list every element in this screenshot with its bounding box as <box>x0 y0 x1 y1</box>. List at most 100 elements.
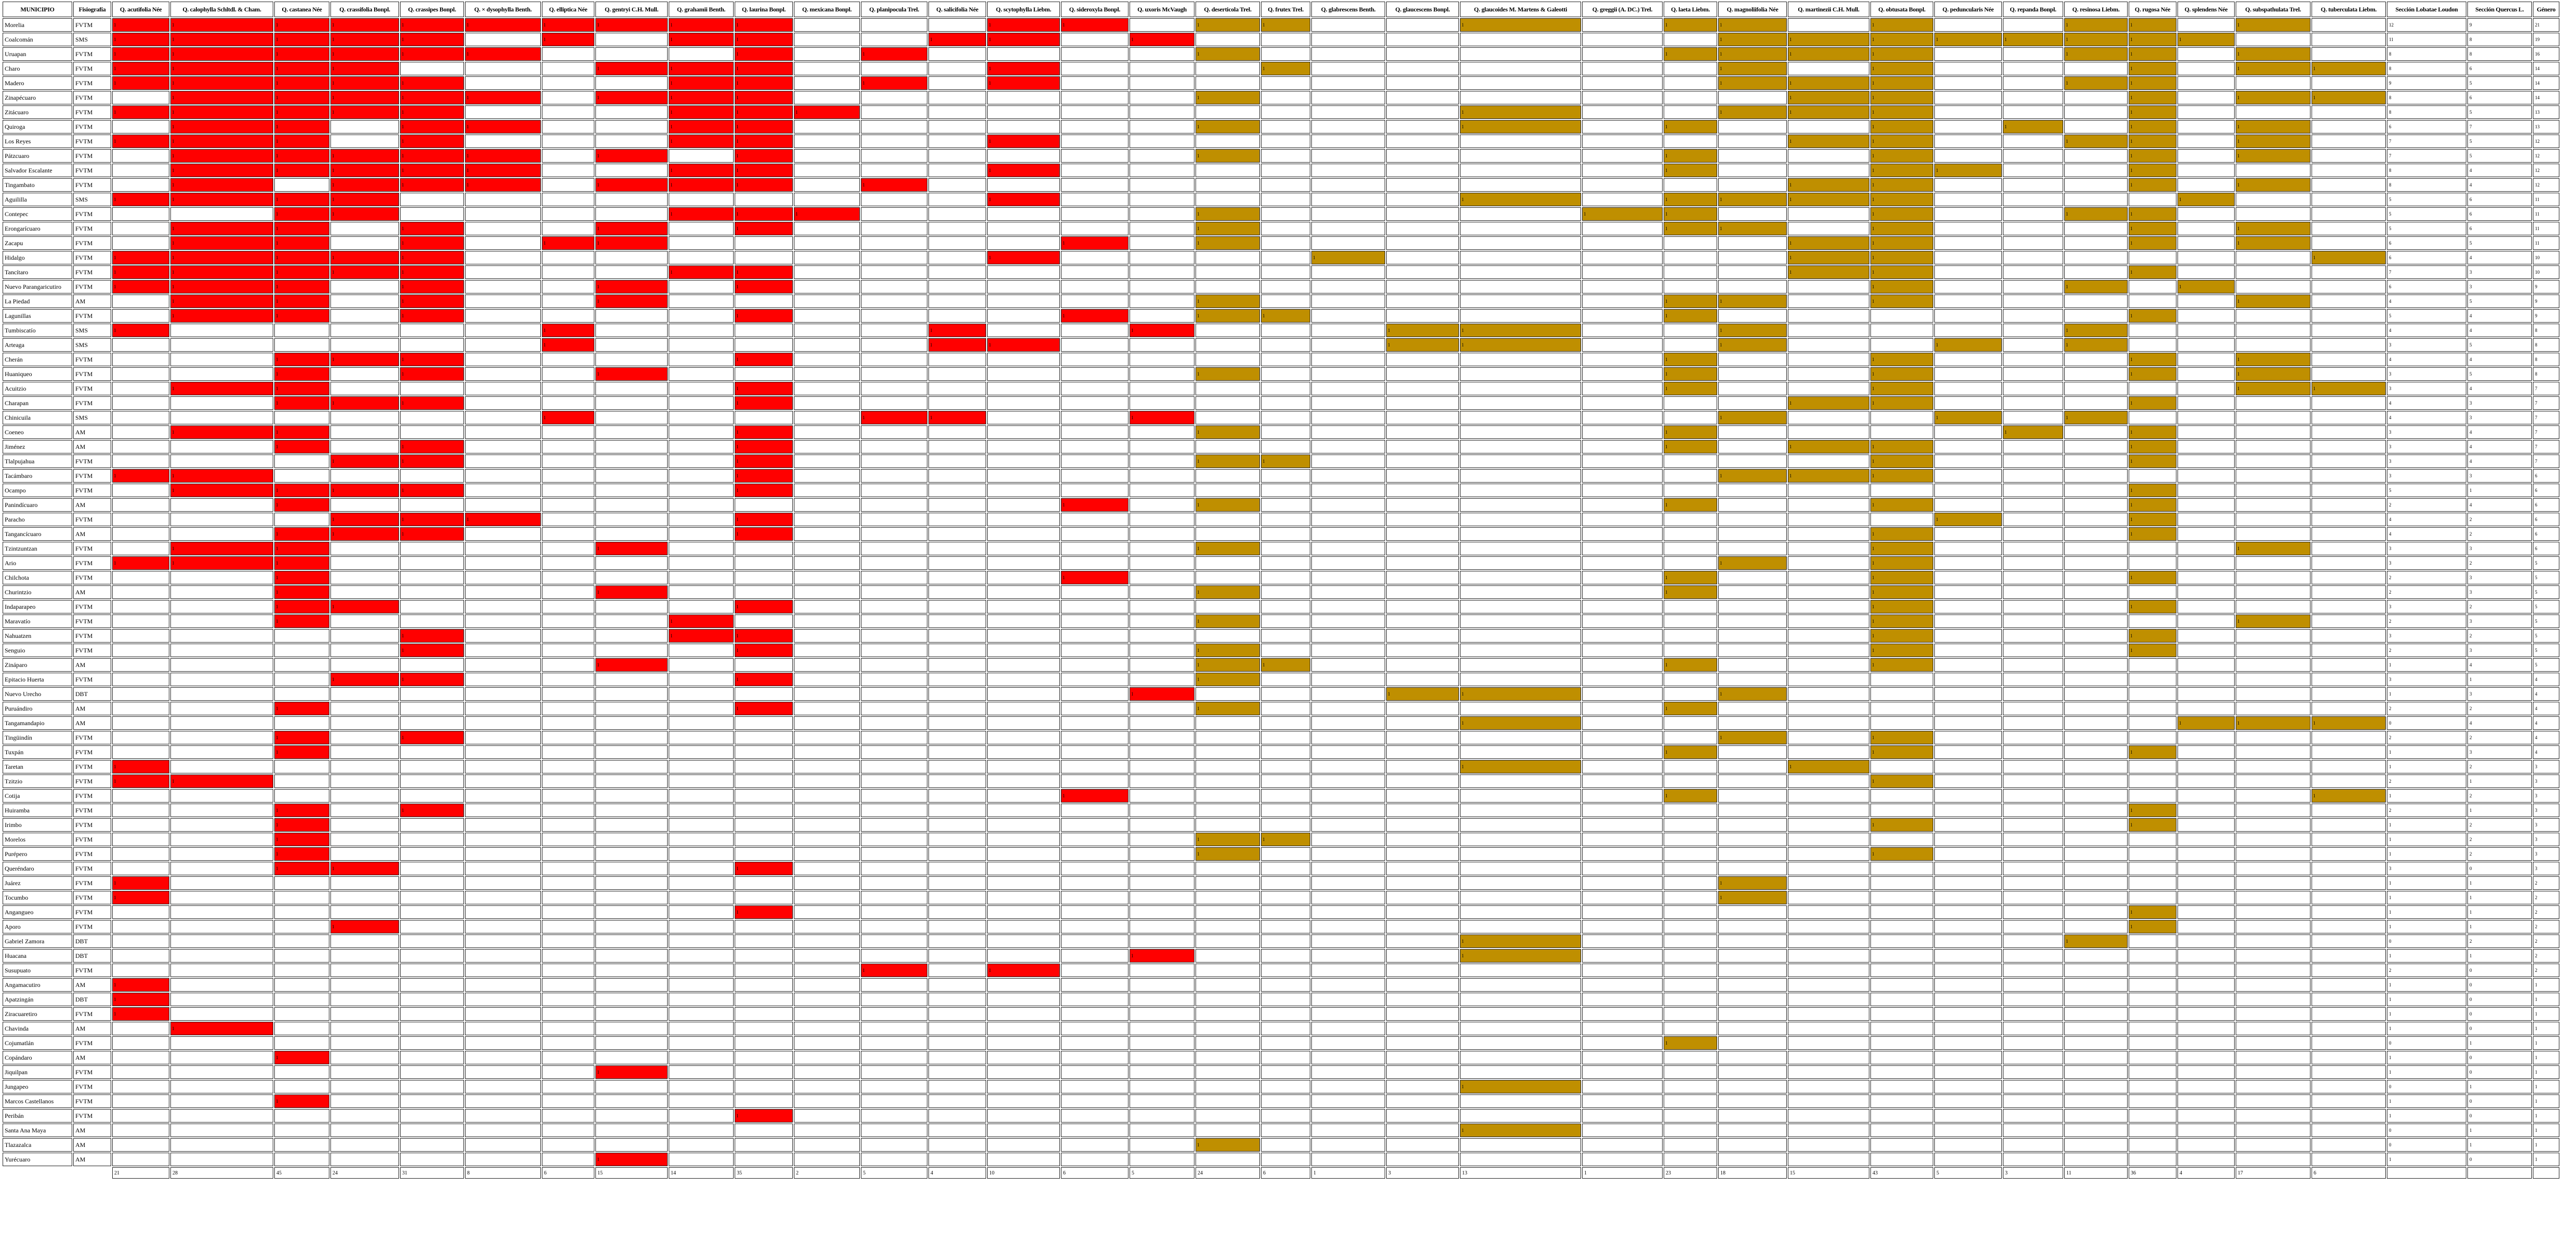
empty-cell <box>1196 760 1260 773</box>
empty-cell <box>794 600 860 613</box>
empty-cell <box>1130 527 1194 541</box>
presence-cell-quercus: 1 <box>2129 76 2176 90</box>
column-header-species-lobatae[interactable]: Q. calophylla Schltdl. & Cham. <box>170 2 273 17</box>
empty-cell <box>465 135 541 148</box>
column-header-species-lobatae[interactable]: Q. acutifolia Née <box>112 2 169 17</box>
quercus-count: 0 <box>2467 964 2532 977</box>
empty-cell <box>1196 818 1260 832</box>
empty-cell <box>112 222 169 235</box>
presence-cell-lobatae: 1 <box>400 455 464 468</box>
column-header-species-lobatae[interactable]: Q. salicifolia Née <box>928 2 986 17</box>
empty-cell <box>465 905 541 919</box>
empty-cell <box>170 527 273 541</box>
quercus-count: 0 <box>2467 1109 2532 1123</box>
column-header-species-quercus[interactable]: Q. resinosa Liebm. <box>2064 2 2128 17</box>
empty-cell <box>1261 295 1310 308</box>
column-header-species-quercus[interactable]: Q. tuberculata Liebm. <box>2312 2 2386 17</box>
presence-cell-lobatae: 1 <box>928 324 986 337</box>
column-header-summary[interactable]: Género <box>2533 2 2559 17</box>
column-header-species-lobatae[interactable]: Q. mexicana Bonpl. <box>794 2 860 17</box>
presence-cell-quercus: 1 <box>1788 193 1869 206</box>
column-header-species-quercus[interactable]: Q. greggii (A. DC.) Trel. <box>1582 2 1663 17</box>
column-header-summary[interactable]: Sección Lobatae Loudon <box>2387 2 2466 17</box>
column-header-species-quercus[interactable]: Q. splendens Née <box>2177 2 2235 17</box>
lobatae-count: 1 <box>2387 833 2466 846</box>
presence-cell-quercus: 1 <box>1311 251 1385 264</box>
column-header-species-lobatae[interactable]: Q. elliptica Née <box>542 2 594 17</box>
empty-cell <box>2003 993 2063 1006</box>
column-header-species-lobatae[interactable]: Q. laurina Bonpl. <box>735 2 793 17</box>
empty-cell <box>400 411 464 424</box>
empty-cell <box>1788 62 1869 75</box>
presence-cell-quercus: 1 <box>1261 62 1310 75</box>
column-header-species-quercus[interactable]: Q. subspathulata Trel. <box>2236 2 2311 17</box>
table-row: Queréndaro FVTM 1 1 1 3 0 3 <box>3 862 2559 875</box>
column-header-species-lobatae[interactable]: Q. planipocula Trel. <box>861 2 927 17</box>
empty-cell <box>1386 1007 1459 1021</box>
empty-cell <box>1386 76 1459 90</box>
empty-cell <box>1788 702 1869 715</box>
empty-cell <box>1196 1094 1260 1108</box>
empty-cell <box>465 833 541 846</box>
empty-cell <box>595 600 668 613</box>
column-header-species-lobatae[interactable]: Q. sideroxyla Bonpl. <box>1061 2 1128 17</box>
column-header-species-lobatae[interactable]: Q. crassipes Bonpl. <box>400 2 464 17</box>
presence-cell-lobatae: 1 <box>170 222 273 235</box>
presence-cell-lobatae: 1 <box>274 149 329 163</box>
empty-cell <box>1582 818 1663 832</box>
column-header-species-quercus[interactable]: Q. peduncularis Née <box>1934 2 2002 17</box>
presence-cell-quercus: 1 <box>1870 615 1933 628</box>
column-header-species-lobatae[interactable]: Q. crassifolia Bonpl. <box>330 2 399 17</box>
column-header-fisiografia[interactable]: Fisiografía <box>73 2 111 17</box>
column-header-species-lobatae[interactable]: Q. castanea Née <box>274 2 329 17</box>
presence-cell-lobatae: 1 <box>595 1065 668 1079</box>
empty-cell <box>595 731 668 744</box>
empty-cell <box>1261 324 1310 337</box>
presence-cell-lobatae: 1 <box>735 353 793 366</box>
presence-cell-quercus: 1 <box>2129 513 2176 526</box>
presence-cell-quercus: 1 <box>2064 411 2128 424</box>
column-header-summary[interactable]: Sección Quercus L. <box>2467 2 2532 17</box>
column-header-species-quercus[interactable]: Q. deserticola Trel. <box>1196 2 1260 17</box>
column-header-species-quercus[interactable]: Q. glaucoides M. Martens & Galeotti <box>1460 2 1581 17</box>
empty-cell <box>1061 658 1128 672</box>
empty-cell <box>1386 411 1459 424</box>
empty-cell <box>1386 484 1459 497</box>
empty-cell <box>1582 716 1663 730</box>
presence-cell-quercus: 1 <box>1460 1080 1581 1093</box>
presence-cell-lobatae: 1 <box>170 382 273 395</box>
empty-cell <box>595 760 668 773</box>
column-header-species-lobatae[interactable]: Q. gentryi C.H. Mull. <box>595 2 668 17</box>
column-header-species-lobatae[interactable]: Q. grahamii Benth. <box>669 2 734 17</box>
empty-cell <box>2064 891 2128 904</box>
column-header-species-lobatae[interactable]: Q. uxoris McVaugh <box>1130 2 1194 17</box>
empty-cell <box>330 542 399 555</box>
column-header-municipio[interactable]: MUNICIPIO <box>3 2 72 17</box>
quercus-count: 3 <box>2467 265 2532 279</box>
empty-cell <box>1934 222 2002 235</box>
column-header-species-quercus[interactable]: Q. rugosa Née <box>2129 2 2176 17</box>
empty-cell <box>170 353 273 366</box>
municipio-cell: Senguio <box>3 644 72 657</box>
empty-cell <box>1788 382 1869 395</box>
column-header-species-lobatae[interactable]: Q. × dysophylla Benth. <box>465 2 541 17</box>
column-header-species-quercus[interactable]: Q. frutex Trel. <box>1261 2 1310 17</box>
empty-cell <box>861 673 927 686</box>
column-header-species-lobatae[interactable]: Q. scytophylla Liebm. <box>987 2 1060 17</box>
presence-cell-lobatae: 1 <box>735 629 793 643</box>
empty-cell <box>1261 934 1310 948</box>
table-row: Erongarícuaro FVTM 1 1 1 1 1 1 1 1 1 1 1 5 6 11 <box>3 222 2559 235</box>
column-header-species-quercus[interactable]: Q. laeta Liebm. <box>1664 2 1717 17</box>
empty-cell <box>2064 469 2128 483</box>
column-header-species-quercus[interactable]: Q. glabrescens Benth. <box>1311 2 1385 17</box>
column-header-species-quercus[interactable]: Q. obtusata Bonpl. <box>1870 2 1933 17</box>
column-header-species-quercus[interactable]: Q. magnoliifolia Née <box>1718 2 1787 17</box>
fisiografia-cell: FVTM <box>73 207 111 221</box>
empty-cell <box>1261 542 1310 555</box>
column-header-species-quercus[interactable]: Q. martinezii C.H. Mull. <box>1788 2 1869 17</box>
presence-cell-lobatae: 1 <box>465 47 541 61</box>
column-header-species-quercus[interactable]: Q. glaucescens Bonpl. <box>1386 2 1459 17</box>
empty-cell <box>1582 47 1663 61</box>
column-header-species-quercus[interactable]: Q. repanda Bonpl. <box>2003 2 2063 17</box>
lobatae-count: 1 <box>2387 1153 2466 1166</box>
